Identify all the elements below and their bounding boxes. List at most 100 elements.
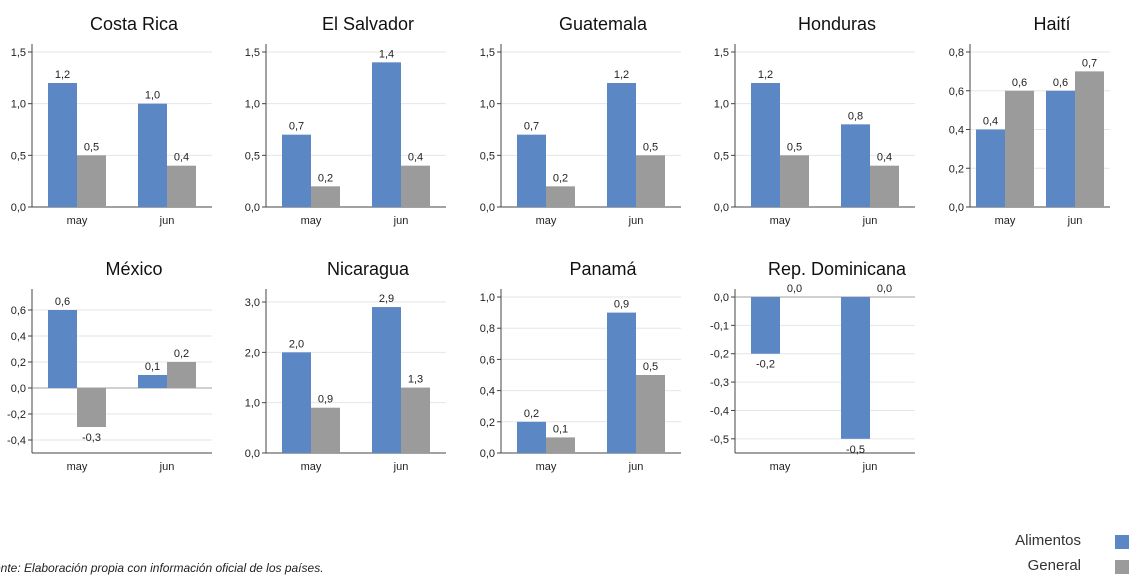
x-tick-label: jun: [628, 215, 644, 227]
y-tick-label: 3,0: [245, 297, 260, 309]
bar-general: [546, 186, 575, 207]
chart-title: México: [105, 259, 162, 279]
bar-general: [311, 407, 340, 453]
bar-general: [401, 165, 430, 207]
y-tick-label: 0,0: [714, 292, 729, 304]
legend-item-general: General: [969, 557, 1129, 579]
x-tick-label: may: [770, 215, 791, 227]
bar-general: [636, 375, 665, 453]
y-tick-label: -0,4: [7, 435, 26, 447]
bar-general: [77, 155, 106, 207]
x-tick-label: jun: [393, 215, 409, 227]
data-label: 1,4: [379, 48, 394, 60]
x-tick-label: jun: [862, 461, 878, 473]
x-tick-label: jun: [159, 461, 175, 473]
y-tick-label: -0,3: [710, 377, 729, 389]
y-tick-label: 0,0: [480, 202, 495, 214]
chart-title: Nicaragua: [327, 259, 410, 279]
chart-title: Panamá: [569, 259, 637, 279]
data-label: 0,4: [877, 152, 892, 164]
legend-label-food: Alimentos: [1015, 532, 1081, 549]
y-tick-label: 0,6: [949, 86, 964, 98]
bar-food: [517, 134, 546, 207]
y-tick-label: 0,4: [949, 125, 964, 137]
y-tick-label: 1,5: [245, 47, 260, 59]
legend-label-general: General: [1027, 557, 1081, 574]
chart-title: Guatemala: [559, 14, 648, 34]
bar-food: [841, 124, 870, 207]
x-tick-label: may: [301, 215, 322, 227]
bar-food: [517, 421, 546, 453]
y-tick-label: 2,0: [245, 347, 260, 359]
y-tick-label: -0,2: [7, 409, 26, 421]
bar-food: [607, 312, 636, 453]
y-tick-label: 0,8: [480, 323, 495, 335]
data-label: 0,8: [848, 110, 863, 122]
y-tick-label: 0,2: [949, 163, 964, 175]
x-tick-label: jun: [393, 461, 409, 473]
data-label: 0,2: [524, 408, 539, 420]
y-tick-label: 0,0: [11, 383, 26, 395]
x-tick-label: may: [536, 461, 557, 473]
legend-item-food: Alimentos: [969, 532, 1129, 554]
y-tick-label: 0,0: [245, 202, 260, 214]
bar-general: [311, 186, 340, 207]
x-tick-label: jun: [1067, 215, 1083, 227]
bar-general: [167, 165, 196, 207]
y-tick-label: 1,5: [480, 47, 495, 59]
y-tick-label: 1,0: [480, 292, 495, 304]
bar-general: [401, 387, 430, 453]
bar-food: [138, 103, 167, 207]
bar-food: [372, 62, 401, 208]
data-label: 2,9: [379, 293, 394, 305]
y-tick-label: 0,0: [714, 202, 729, 214]
data-label: 1,2: [758, 69, 773, 81]
bar-general: [167, 362, 196, 388]
y-tick-label: 0,8: [949, 47, 964, 59]
y-tick-label: -0,5: [710, 434, 729, 446]
y-tick-label: 0,4: [11, 331, 26, 343]
data-label: 0,2: [318, 172, 333, 184]
y-tick-label: 0,5: [245, 150, 260, 162]
y-tick-label: 0,5: [714, 150, 729, 162]
bar-general: [780, 155, 809, 207]
bar-food: [841, 297, 870, 439]
bar-food: [372, 307, 401, 453]
data-label: 0,5: [787, 141, 802, 153]
data-label: 0,2: [174, 348, 189, 360]
data-label: -0,2: [756, 359, 775, 371]
data-label: 0,5: [84, 141, 99, 153]
data-label: 0,6: [55, 296, 70, 308]
y-tick-label: 0,0: [480, 448, 495, 460]
bar-general: [870, 165, 899, 207]
legend-swatch-general: [1115, 560, 1129, 574]
bar-food: [48, 83, 77, 207]
y-tick-label: 1,0: [245, 99, 260, 111]
bar-general: [636, 155, 665, 207]
data-label: 0,1: [553, 423, 568, 435]
data-label: -0,5: [846, 444, 865, 456]
x-tick-label: jun: [628, 461, 644, 473]
y-tick-label: 0,0: [11, 202, 26, 214]
bar-food: [1046, 90, 1075, 207]
y-tick-label: 1,5: [714, 47, 729, 59]
data-label: 0,5: [643, 141, 658, 153]
chart-title: El Salvador: [322, 14, 414, 34]
data-label: 1,3: [408, 374, 423, 386]
bar-food: [138, 375, 167, 388]
x-tick-label: may: [67, 215, 88, 227]
data-label: -0,3: [82, 432, 101, 444]
source-note: ente: Elaboración propia con información…: [0, 561, 324, 575]
bar-food: [751, 297, 780, 354]
x-tick-label: jun: [862, 215, 878, 227]
data-label: 0,4: [408, 152, 423, 164]
legend-swatch-food: [1115, 535, 1129, 549]
y-tick-label: 1,0: [245, 398, 260, 410]
y-tick-label: -0,1: [710, 320, 729, 332]
y-tick-label: 0,2: [11, 357, 26, 369]
x-tick-label: may: [536, 215, 557, 227]
bar-general: [1005, 90, 1034, 207]
data-label: 0,7: [1082, 57, 1097, 69]
x-tick-label: may: [301, 461, 322, 473]
